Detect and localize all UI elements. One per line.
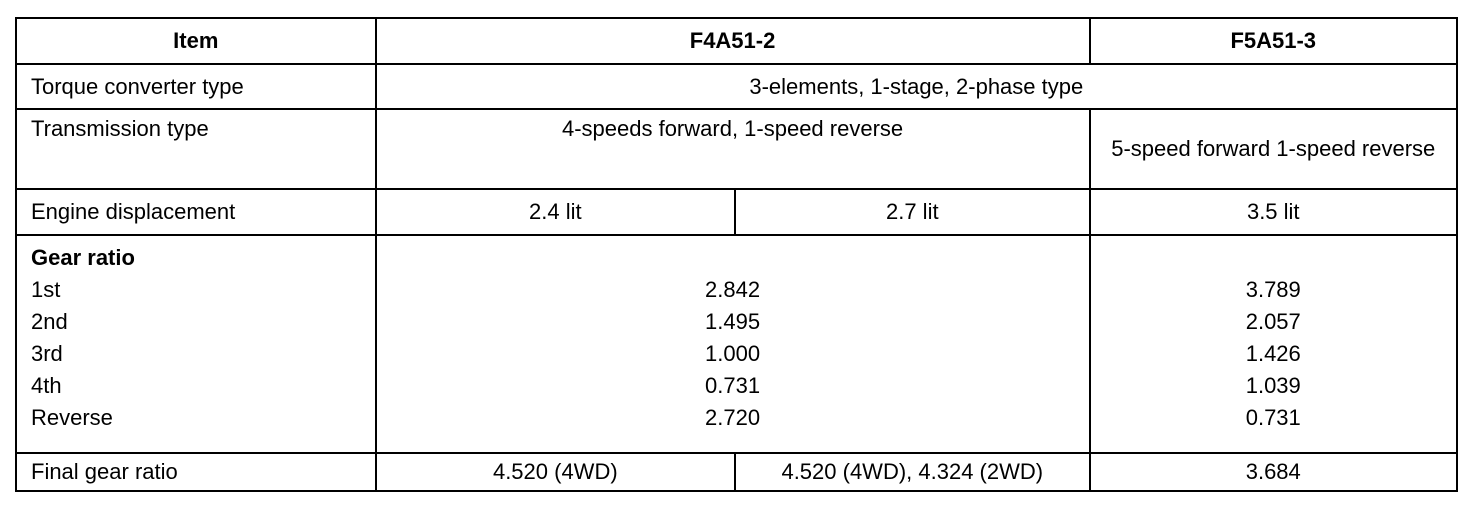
gear-ratio-labels: Gear ratio 1st 2nd 3rd 4th Reverse [15, 234, 377, 454]
gear-label: 1st [31, 277, 61, 302]
gear-label: 2nd [31, 309, 68, 334]
gear-label: 3rd [31, 341, 63, 366]
header-f5a51-3: F5A51-3 [1088, 17, 1459, 65]
gear-value: 0.731 [1245, 405, 1301, 430]
row-label: Transmission type [15, 108, 377, 190]
header-f4a51-2: F4A51-2 [374, 17, 1091, 65]
cell: 2.7 lit [734, 188, 1091, 236]
table-row: Torque converter type 3-elements, 1-stag… [15, 63, 1459, 110]
gear-ratio-title: Gear ratio [31, 245, 135, 270]
cell: 4.520 (4WD) [374, 452, 737, 492]
row-label: Engine displacement [15, 188, 377, 236]
gear-value: 1.000 [705, 341, 761, 366]
gear-value: 1.426 [1245, 341, 1301, 366]
cell: 3.684 [1088, 452, 1459, 492]
gear-ratio-f5: 3.789 2.057 1.426 1.039 0.731 [1088, 234, 1459, 454]
gear-value: 1.495 [705, 309, 761, 334]
table-row: Final gear ratio 4.520 (4WD) 4.520 (4WD)… [15, 452, 1459, 492]
row-label: Torque converter type [15, 63, 377, 110]
gear-value: 1.039 [1245, 373, 1301, 398]
gear-value: 3.789 [1245, 277, 1301, 302]
table-row: Transmission type 4-speeds forward, 1-sp… [15, 108, 1459, 190]
gear-label: 4th [31, 373, 62, 398]
cell: 4.520 (4WD), 4.324 (2WD) [734, 452, 1091, 492]
row-label: Final gear ratio [15, 452, 377, 492]
gear-value: 2.842 [705, 277, 761, 302]
cell: 3-elements, 1-stage, 2-phase type [374, 63, 1459, 110]
header-row: Item F4A51-2 F5A51-3 [15, 17, 1459, 65]
table-row: Engine displacement 2.4 lit 2.7 lit 3.5 … [15, 188, 1459, 236]
gear-label: Reverse [31, 405, 113, 430]
cell: 2.4 lit [374, 188, 737, 236]
cell: 4-speeds forward, 1-speed reverse [374, 108, 1091, 190]
gear-ratio-row: Gear ratio 1st 2nd 3rd 4th Reverse 2.842… [15, 234, 1459, 454]
gear-ratio-f4: 2.842 1.495 1.000 0.731 2.720 [374, 234, 1091, 454]
gear-value: 2.720 [705, 405, 761, 430]
header-item: Item [15, 17, 377, 65]
cell: 5-speed forward 1-speed reverse [1088, 108, 1459, 190]
specifications-table: Item F4A51-2 F5A51-3 Torque converter ty… [15, 17, 1459, 492]
cell: 3.5 lit [1088, 188, 1459, 236]
gear-value: 0.731 [705, 373, 761, 398]
gear-value: 2.057 [1245, 309, 1301, 334]
